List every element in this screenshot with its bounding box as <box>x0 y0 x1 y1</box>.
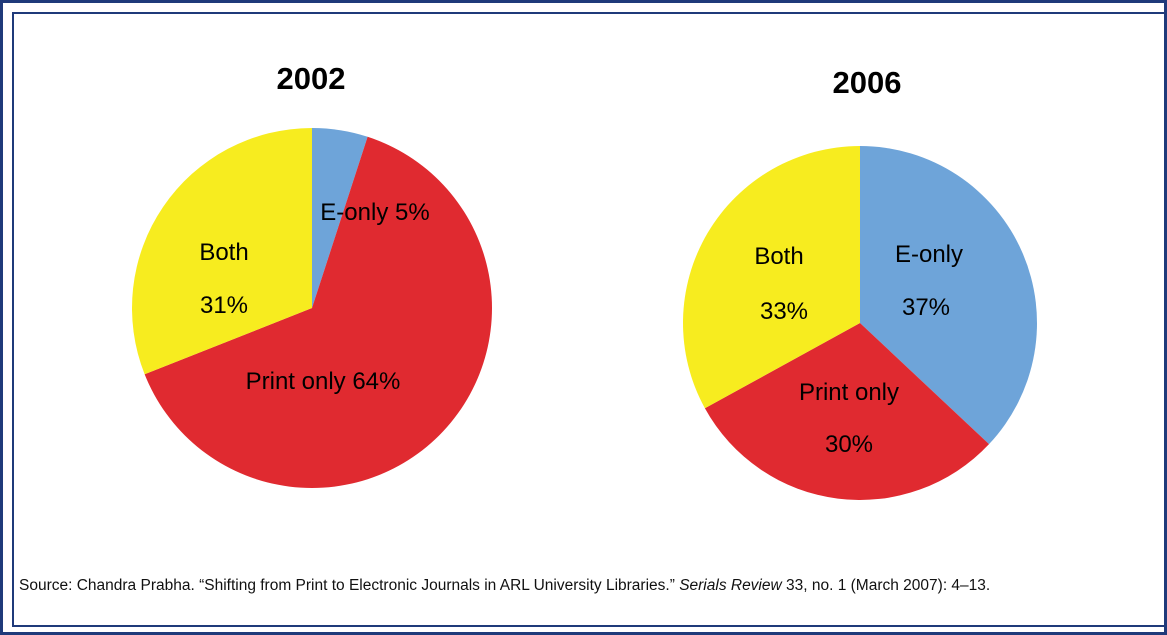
pie-slice-2002-e-only <box>312 128 368 308</box>
chart-title-2002: 2002 <box>276 61 346 96</box>
source-journal: Serials Review <box>679 577 782 594</box>
source-citation: Source: Chandra Prabha. “Shifting from P… <box>19 577 990 595</box>
slice-label-2002-both-value: 31% <box>200 292 248 319</box>
slice-label-2006-e-only: E-only <box>895 241 963 268</box>
figure-inner-border <box>12 12 1164 627</box>
pie-slice-2006-e-only <box>860 146 1037 445</box>
slice-label-2002-e-only: E-only 5% <box>320 199 429 226</box>
pie-slice-2002-print-only <box>144 136 493 489</box>
pie-slice-2006-print-only <box>704 323 990 500</box>
pie-slice-2006-both <box>683 146 860 409</box>
slice-label-2006-print-only-value: 30% <box>825 431 873 458</box>
source-suffix: 33, no. 1 (March 2007): 4–13. <box>781 577 991 594</box>
slice-label-2006-both-value: 33% <box>760 298 808 325</box>
slice-label-2006-both: Both <box>754 243 803 270</box>
chart-title-2006: 2006 <box>832 65 902 100</box>
slice-label-2006-e-only-value: 37% <box>902 294 950 321</box>
source-prefix: Source: Chandra Prabha. “Shifting from P… <box>19 577 680 594</box>
pie-slice-2002-both <box>131 128 312 375</box>
slice-label-2006-print-only: Print only <box>799 379 899 406</box>
slice-label-2002-both: Both <box>199 239 248 266</box>
slice-label-2002-print-only: Print only 64% <box>246 368 401 395</box>
